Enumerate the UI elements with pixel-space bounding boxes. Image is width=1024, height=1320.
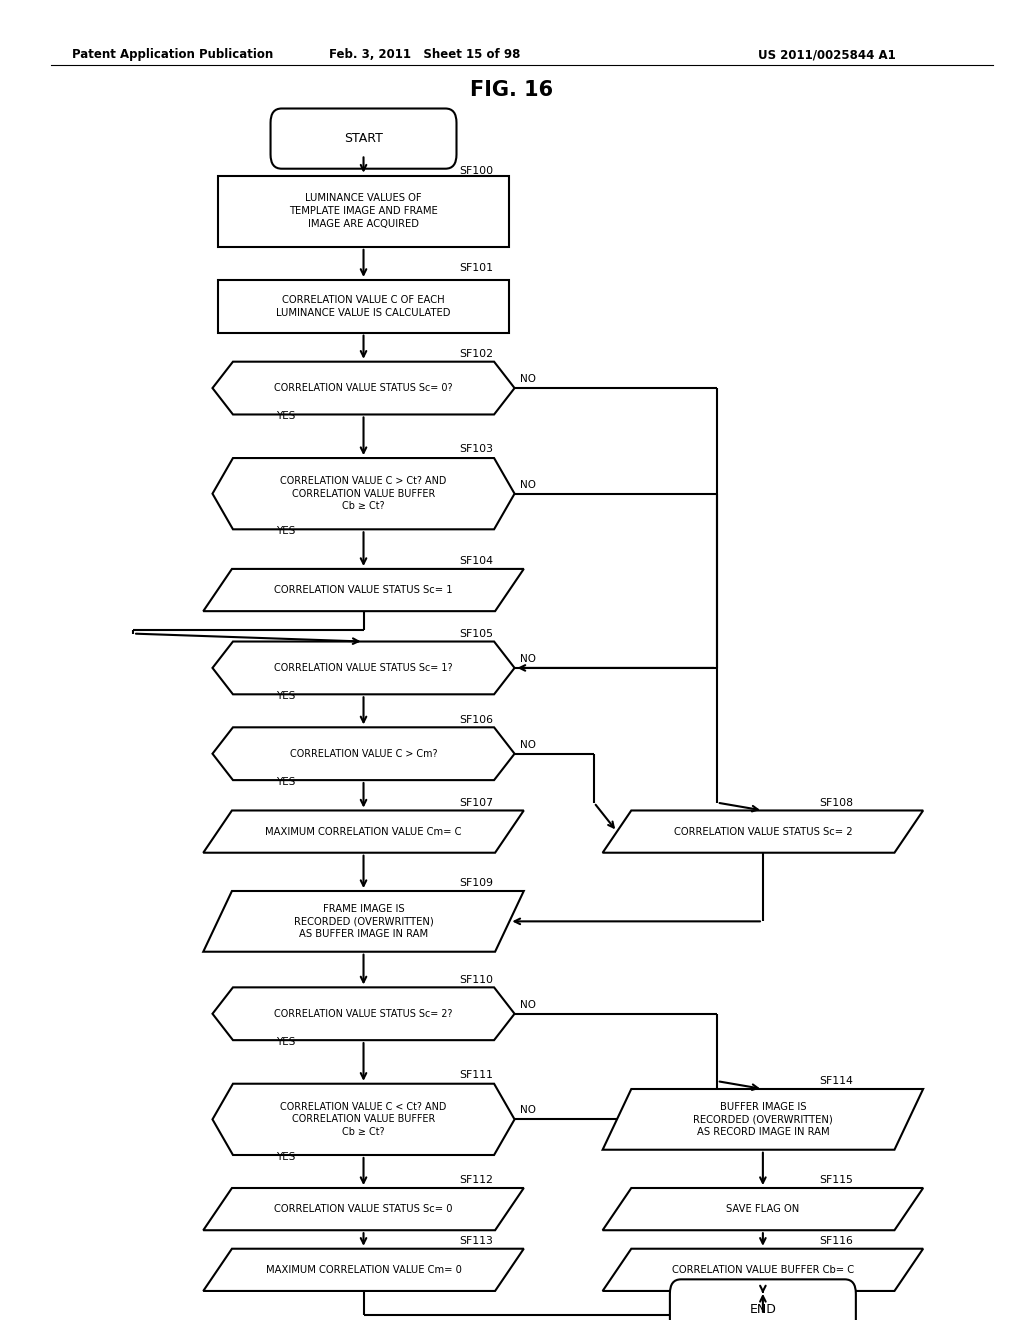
Text: NO: NO bbox=[519, 479, 536, 490]
Text: SF114: SF114 bbox=[819, 1076, 853, 1086]
Polygon shape bbox=[203, 810, 523, 853]
Polygon shape bbox=[602, 1249, 924, 1291]
Text: YES: YES bbox=[276, 1151, 296, 1162]
Polygon shape bbox=[213, 458, 514, 529]
Polygon shape bbox=[203, 1249, 523, 1291]
Text: CORRELATION VALUE STATUS Sc= 2?: CORRELATION VALUE STATUS Sc= 2? bbox=[274, 1008, 453, 1019]
Text: Feb. 3, 2011   Sheet 15 of 98: Feb. 3, 2011 Sheet 15 of 98 bbox=[330, 48, 520, 61]
Text: SF101: SF101 bbox=[459, 263, 493, 273]
Bar bbox=[217, 176, 509, 247]
Polygon shape bbox=[213, 1084, 514, 1155]
FancyBboxPatch shape bbox=[270, 108, 457, 169]
Text: CORRELATION VALUE STATUS Sc= 1?: CORRELATION VALUE STATUS Sc= 1? bbox=[274, 663, 453, 673]
Polygon shape bbox=[213, 727, 514, 780]
Text: NO: NO bbox=[519, 739, 536, 750]
Text: FIG. 16: FIG. 16 bbox=[470, 81, 554, 100]
Text: CORRELATION VALUE C > Cm?: CORRELATION VALUE C > Cm? bbox=[290, 748, 437, 759]
Polygon shape bbox=[203, 1188, 523, 1230]
Text: SF104: SF104 bbox=[459, 556, 493, 566]
Polygon shape bbox=[602, 1188, 924, 1230]
Text: SF105: SF105 bbox=[459, 628, 493, 639]
Text: SF113: SF113 bbox=[459, 1236, 493, 1246]
Text: CORRELATION VALUE C > Ct? AND
CORRELATION VALUE BUFFER
Cb ≥ Ct?: CORRELATION VALUE C > Ct? AND CORRELATIO… bbox=[281, 477, 446, 511]
Text: NO: NO bbox=[519, 1105, 536, 1115]
Text: Patent Application Publication: Patent Application Publication bbox=[72, 48, 273, 61]
Text: BUFFER IMAGE IS
RECORDED (OVERWRITTEN)
AS RECORD IMAGE IN RAM: BUFFER IMAGE IS RECORDED (OVERWRITTEN) A… bbox=[693, 1102, 833, 1137]
Text: CORRELATION VALUE STATUS Sc= 2: CORRELATION VALUE STATUS Sc= 2 bbox=[674, 826, 852, 837]
Polygon shape bbox=[213, 362, 514, 414]
Text: NO: NO bbox=[519, 374, 536, 384]
Text: YES: YES bbox=[276, 411, 296, 421]
Polygon shape bbox=[602, 810, 924, 853]
Text: CORRELATION VALUE STATUS Sc= 0?: CORRELATION VALUE STATUS Sc= 0? bbox=[274, 383, 453, 393]
Text: YES: YES bbox=[276, 1036, 296, 1047]
Text: LUMINANCE VALUES OF
TEMPLATE IMAGE AND FRAME
IMAGE ARE ACQUIRED: LUMINANCE VALUES OF TEMPLATE IMAGE AND F… bbox=[289, 194, 438, 228]
Text: MAXIMUM CORRELATION VALUE Cm= 0: MAXIMUM CORRELATION VALUE Cm= 0 bbox=[265, 1265, 462, 1275]
Text: END: END bbox=[750, 1303, 776, 1316]
Text: SF111: SF111 bbox=[459, 1069, 493, 1080]
Text: SAVE FLAG ON: SAVE FLAG ON bbox=[726, 1204, 800, 1214]
Text: CORRELATION VALUE STATUS Sc= 0: CORRELATION VALUE STATUS Sc= 0 bbox=[274, 1204, 453, 1214]
Text: CORRELATION VALUE C < Ct? AND
CORRELATION VALUE BUFFER
Cb ≥ Ct?: CORRELATION VALUE C < Ct? AND CORRELATIO… bbox=[281, 1102, 446, 1137]
Text: NO: NO bbox=[519, 653, 536, 664]
Text: SF112: SF112 bbox=[459, 1175, 493, 1185]
Text: CORRELATION VALUE BUFFER Cb= C: CORRELATION VALUE BUFFER Cb= C bbox=[672, 1265, 854, 1275]
Text: CORRELATION VALUE STATUS Sc= 1: CORRELATION VALUE STATUS Sc= 1 bbox=[274, 585, 453, 595]
Text: US 2011/0025844 A1: US 2011/0025844 A1 bbox=[758, 48, 896, 61]
Polygon shape bbox=[203, 569, 523, 611]
Text: SF100: SF100 bbox=[459, 165, 493, 176]
Text: FRAME IMAGE IS
RECORDED (OVERWRITTEN)
AS BUFFER IMAGE IN RAM: FRAME IMAGE IS RECORDED (OVERWRITTEN) AS… bbox=[294, 904, 433, 939]
Text: SF107: SF107 bbox=[459, 797, 493, 808]
Text: SF106: SF106 bbox=[459, 714, 493, 725]
Text: YES: YES bbox=[276, 525, 296, 536]
Text: SF109: SF109 bbox=[459, 878, 493, 888]
Text: START: START bbox=[344, 132, 383, 145]
Text: NO: NO bbox=[519, 999, 536, 1010]
Text: SF108: SF108 bbox=[819, 797, 853, 808]
Text: MAXIMUM CORRELATION VALUE Cm= C: MAXIMUM CORRELATION VALUE Cm= C bbox=[265, 826, 462, 837]
Polygon shape bbox=[602, 1089, 924, 1150]
Text: SF115: SF115 bbox=[819, 1175, 853, 1185]
Text: SF102: SF102 bbox=[459, 348, 493, 359]
FancyBboxPatch shape bbox=[670, 1279, 856, 1320]
Polygon shape bbox=[213, 987, 514, 1040]
Text: CORRELATION VALUE C OF EACH
LUMINANCE VALUE IS CALCULATED: CORRELATION VALUE C OF EACH LUMINANCE VA… bbox=[276, 294, 451, 318]
Polygon shape bbox=[213, 642, 514, 694]
Text: SF110: SF110 bbox=[459, 974, 493, 985]
Text: YES: YES bbox=[276, 690, 296, 701]
Text: YES: YES bbox=[276, 776, 296, 787]
Bar bbox=[217, 280, 509, 333]
Text: SF116: SF116 bbox=[819, 1236, 853, 1246]
Polygon shape bbox=[203, 891, 523, 952]
Text: SF103: SF103 bbox=[459, 444, 493, 454]
